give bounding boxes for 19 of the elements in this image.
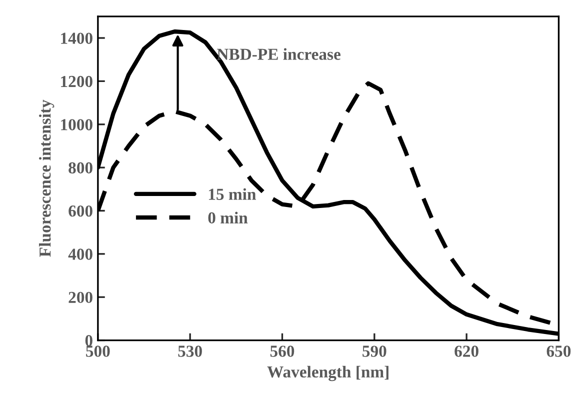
x-tick-label: 560: [270, 346, 294, 357]
y-tick-label: 600: [68, 205, 92, 217]
x-tick-label: 620: [454, 346, 478, 357]
legend-label: 15 min: [208, 188, 256, 200]
y-tick-label: 1400: [61, 32, 92, 44]
x-tick-label: 650: [546, 346, 571, 357]
annotation: NBD-PE increase: [217, 48, 340, 60]
x-axis-title: Wavelength [nm]: [267, 366, 388, 382]
y-tick-label: 400: [68, 248, 92, 260]
y-tick-label: 200: [68, 292, 92, 304]
legend-label: 0 min: [208, 212, 248, 224]
y-tick-label: 800: [68, 162, 92, 174]
y-tick-label: 1200: [61, 76, 92, 88]
x-tick-label: 590: [362, 346, 386, 357]
y-tick-label: 1000: [61, 119, 92, 130]
x-tick-label: 500: [86, 346, 110, 357]
y-axis-title: Fluorescence intensity: [39, 100, 54, 257]
y-tick-label: 0: [85, 335, 92, 346]
x-tick-label: 530: [178, 346, 202, 357]
